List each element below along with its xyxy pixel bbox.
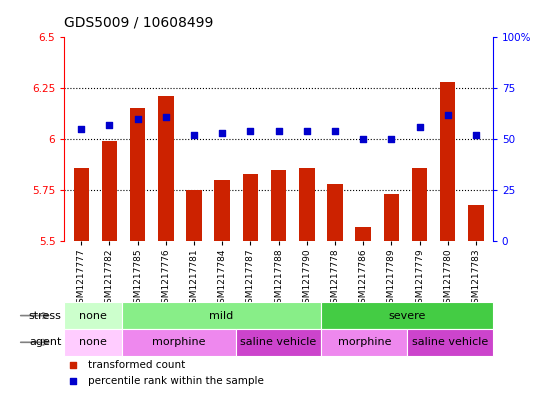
Point: [133, 116, 142, 122]
Text: saline vehicle: saline vehicle: [240, 337, 317, 347]
Bar: [468, 204, 484, 241]
Text: none: none: [79, 337, 107, 347]
Text: GDS5009 / 10608499: GDS5009 / 10608499: [64, 15, 214, 29]
Point: [246, 128, 255, 134]
Point: [387, 136, 396, 142]
Bar: [214, 180, 230, 241]
Bar: [186, 190, 202, 241]
Text: saline vehicle: saline vehicle: [412, 337, 488, 347]
Bar: [299, 168, 315, 241]
Point: [68, 362, 77, 368]
Point: [161, 114, 170, 120]
Text: none: none: [79, 310, 107, 321]
Text: morphine: morphine: [338, 337, 391, 347]
Bar: [122, 329, 236, 356]
Point: [302, 128, 311, 134]
Bar: [407, 329, 493, 356]
Text: agent: agent: [29, 337, 62, 347]
Bar: [271, 170, 286, 241]
Point: [415, 124, 424, 130]
Point: [190, 132, 199, 138]
Point: [105, 122, 114, 128]
Bar: [242, 174, 258, 241]
Point: [68, 378, 77, 384]
Bar: [356, 227, 371, 241]
Point: [443, 112, 452, 118]
Bar: [412, 168, 427, 241]
Bar: [321, 302, 493, 329]
Bar: [384, 194, 399, 241]
Bar: [321, 329, 407, 356]
Bar: [236, 329, 321, 356]
Point: [358, 136, 367, 142]
Text: stress: stress: [29, 310, 62, 321]
Bar: [64, 329, 122, 356]
Text: morphine: morphine: [152, 337, 206, 347]
Text: transformed count: transformed count: [88, 360, 185, 370]
Point: [330, 128, 339, 134]
Point: [472, 132, 480, 138]
Text: percentile rank within the sample: percentile rank within the sample: [88, 376, 264, 386]
Bar: [130, 108, 146, 241]
Point: [218, 130, 227, 136]
Text: severe: severe: [389, 310, 426, 321]
Bar: [122, 302, 321, 329]
Bar: [102, 141, 117, 241]
Bar: [440, 82, 455, 241]
Bar: [158, 96, 174, 241]
Text: mild: mild: [209, 310, 234, 321]
Bar: [73, 168, 89, 241]
Bar: [64, 302, 122, 329]
Point: [77, 126, 86, 132]
Point: [274, 128, 283, 134]
Bar: [327, 184, 343, 241]
